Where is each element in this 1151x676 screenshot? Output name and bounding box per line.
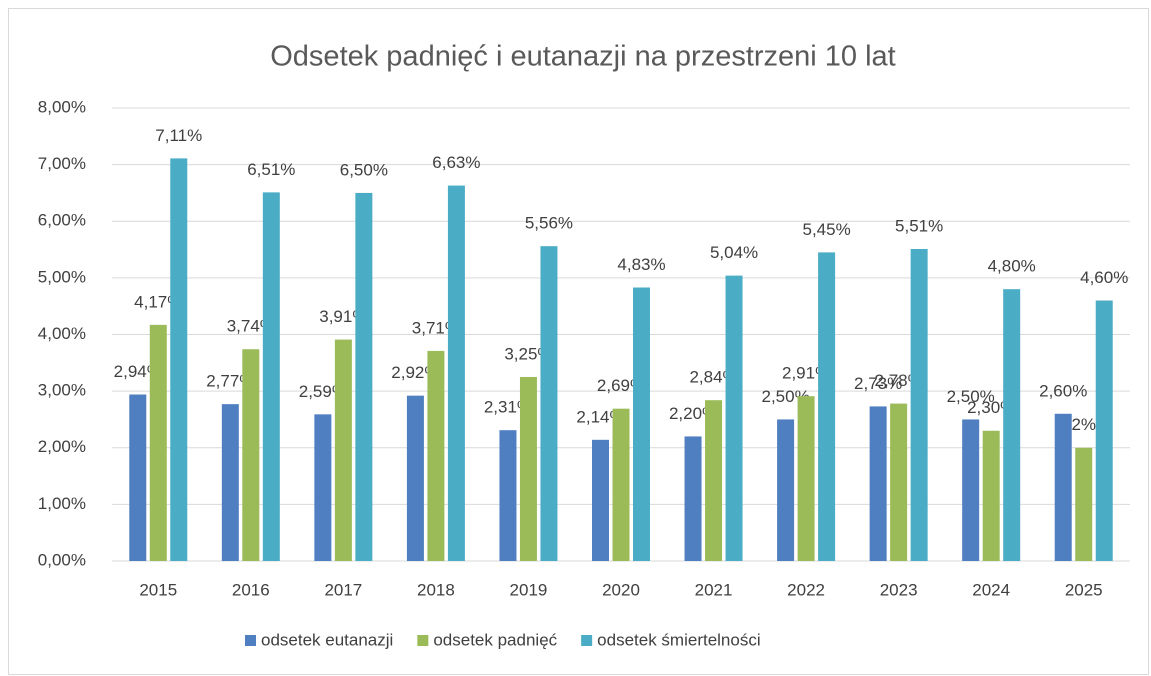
x-tick-label: 2018	[417, 580, 455, 599]
x-tick-label: 2019	[510, 580, 548, 599]
bar	[149, 324, 167, 561]
legend-label: odsetek śmiertelności	[597, 630, 760, 649]
bar	[242, 349, 260, 561]
data-label: 6,63%	[432, 153, 480, 172]
bar	[447, 185, 465, 562]
y-tick-label: 7,00%	[38, 154, 86, 173]
bar	[910, 248, 928, 561]
x-tick-label: 2025	[1065, 580, 1103, 599]
bar	[314, 414, 332, 561]
legend-swatch	[417, 635, 429, 646]
data-label: 2,73%	[854, 374, 902, 393]
data-label: 2%	[1071, 415, 1096, 434]
legend-label: odsetek eutanazji	[261, 630, 393, 649]
bar	[334, 339, 352, 561]
y-tick-label: 5,00%	[38, 267, 86, 286]
chart-title: Odsetek padnięć i eutanazji na przestrze…	[270, 41, 895, 73]
y-tick-label: 3,00%	[38, 381, 86, 400]
chart-border	[8, 8, 1149, 675]
bar	[777, 419, 795, 561]
bar	[499, 430, 517, 561]
x-tick-label: 2024	[972, 580, 1010, 599]
bar	[684, 436, 702, 561]
y-tick-label: 1,00%	[38, 494, 86, 513]
x-tick-label: 2023	[880, 580, 918, 599]
legend-swatch	[581, 635, 593, 646]
data-label: 5,51%	[895, 216, 943, 235]
data-label: 4,80%	[988, 257, 1036, 276]
bar	[427, 350, 445, 561]
x-tick-label: 2016	[232, 580, 270, 599]
bar	[1075, 447, 1093, 561]
bar	[962, 419, 980, 561]
bar	[540, 246, 558, 562]
legend-swatch	[245, 635, 256, 646]
data-label: 2,60%	[1039, 381, 1087, 400]
data-label: 4,60%	[1080, 268, 1128, 287]
y-tick-label: 8,00%	[38, 97, 86, 116]
bar	[1054, 413, 1072, 561]
bar	[725, 275, 743, 561]
data-label: 5,45%	[802, 220, 850, 239]
bar	[262, 192, 280, 561]
data-label: 6,51%	[247, 160, 295, 179]
bar	[890, 403, 908, 561]
legend-label: odsetek padnięć	[433, 630, 557, 649]
data-label: 2,50%	[947, 387, 995, 406]
bar	[221, 404, 239, 561]
bar	[612, 408, 630, 561]
bar	[982, 430, 1000, 561]
bar	[1095, 300, 1113, 561]
bar	[869, 406, 887, 561]
y-tick-label: 6,00%	[38, 211, 86, 230]
bar	[406, 395, 424, 561]
data-label: 5,04%	[710, 243, 758, 262]
bar	[705, 400, 723, 561]
y-tick-label: 4,00%	[38, 324, 86, 343]
x-tick-label: 2015	[139, 580, 177, 599]
x-tick-label: 2021	[695, 580, 733, 599]
x-tick-label: 2020	[602, 580, 640, 599]
bar	[592, 439, 609, 561]
bar	[633, 287, 650, 561]
bar	[797, 396, 815, 561]
data-label: 7,11%	[155, 126, 202, 145]
bar	[818, 252, 836, 562]
data-label: 5,56%	[525, 214, 573, 233]
y-tick-label: 0,00%	[38, 550, 86, 569]
bar	[519, 376, 537, 561]
bar	[170, 158, 188, 562]
bar	[129, 394, 147, 561]
data-label: 6,50%	[340, 160, 388, 179]
x-tick-label: 2017	[324, 580, 362, 599]
bar	[355, 192, 373, 561]
bar	[1003, 289, 1021, 561]
data-label: 4,83%	[617, 255, 665, 274]
x-tick-label: 2022	[787, 580, 825, 599]
y-tick-label: 2,00%	[38, 437, 86, 456]
